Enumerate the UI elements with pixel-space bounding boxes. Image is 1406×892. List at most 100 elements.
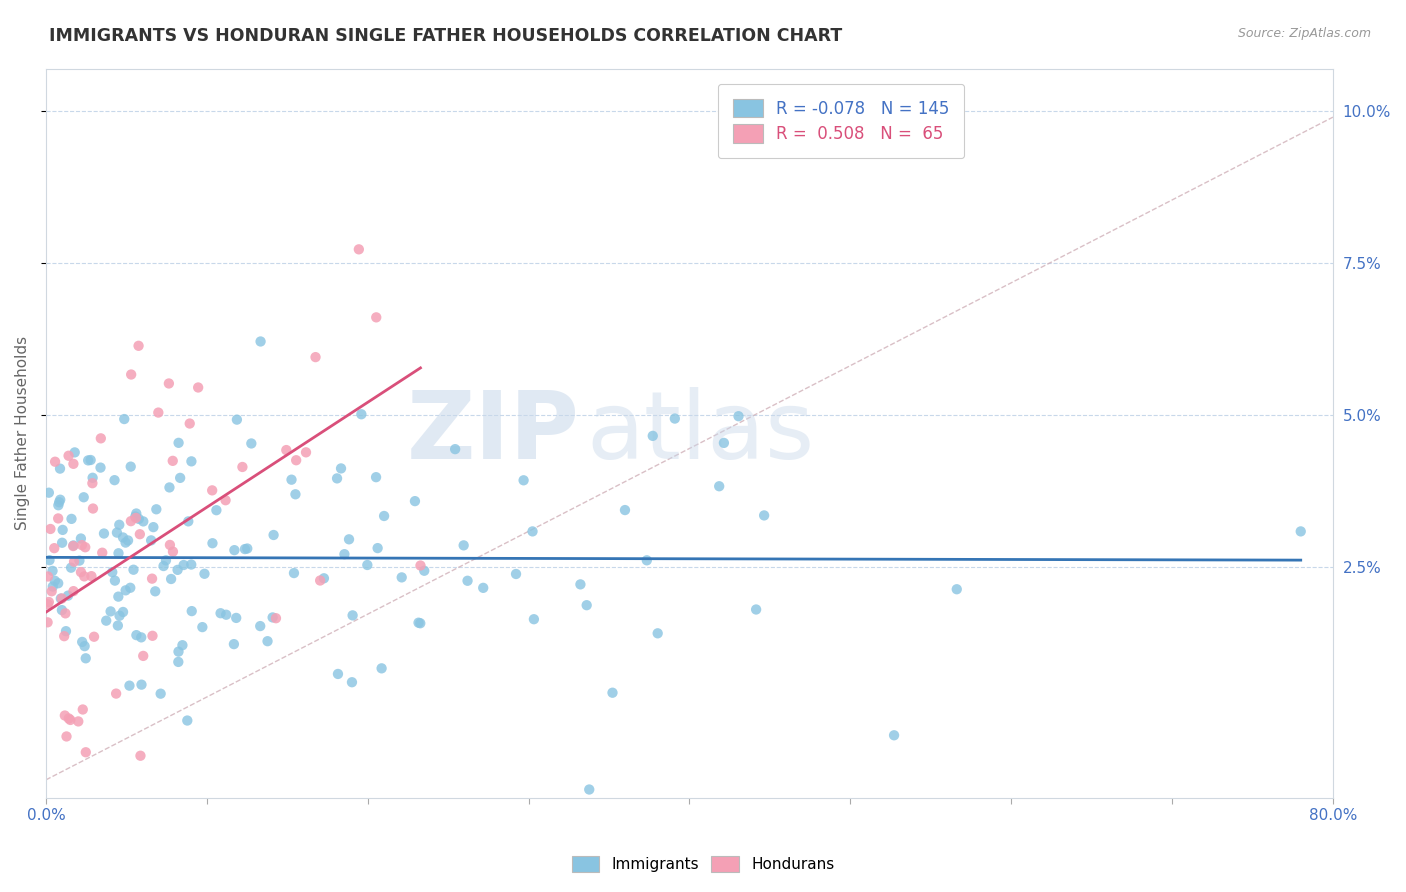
- Point: [96, 614, 118, 628]
- Point: [180, 604, 202, 618]
- Point: [108, 517, 131, 532]
- Point: [263, 528, 285, 542]
- Point: [120, 368, 142, 382]
- Point: [162, 454, 184, 468]
- Point: [262, 610, 284, 624]
- Point: [128, 339, 150, 353]
- Point: [569, 577, 592, 591]
- Point: [107, 618, 129, 632]
- Point: [187, 380, 209, 394]
- Point: [83, 630, 105, 644]
- Point: [73, 569, 96, 583]
- Point: [157, 376, 180, 391]
- Point: [129, 631, 152, 645]
- Point: [224, 543, 246, 558]
- Point: [100, 604, 122, 618]
- Point: [409, 616, 432, 631]
- Point: [713, 436, 735, 450]
- Point: [883, 728, 905, 742]
- Point: [205, 503, 228, 517]
- Point: [128, 527, 150, 541]
- Point: [149, 687, 172, 701]
- Point: [148, 406, 170, 420]
- Point: [180, 454, 202, 468]
- Point: [62, 539, 84, 553]
- Point: [70, 538, 93, 552]
- Point: [342, 608, 364, 623]
- Point: [58, 449, 80, 463]
- Point: [214, 493, 236, 508]
- Point: [337, 533, 360, 547]
- Point: [240, 436, 263, 450]
- Point: [51, 603, 73, 617]
- Point: [575, 598, 598, 612]
- Point: [523, 612, 546, 626]
- Point: [350, 407, 373, 421]
- Point: [167, 435, 190, 450]
- Point: [391, 570, 413, 584]
- Point: [41, 584, 63, 599]
- Point: [75, 745, 97, 759]
- Point: [745, 602, 768, 616]
- Point: [112, 412, 135, 426]
- Point: [139, 533, 162, 548]
- Point: [408, 615, 430, 630]
- Point: [48, 495, 70, 509]
- Point: [505, 566, 527, 581]
- Point: [141, 572, 163, 586]
- Point: [117, 533, 139, 548]
- Point: [264, 611, 287, 625]
- Point: [120, 459, 142, 474]
- Point: [49, 591, 72, 606]
- Point: [70, 635, 93, 649]
- Point: [152, 559, 174, 574]
- Point: [132, 648, 155, 663]
- Point: [122, 563, 145, 577]
- Point: [91, 546, 114, 560]
- Point: [89, 460, 111, 475]
- Point: [51, 591, 73, 606]
- Point: [58, 711, 80, 725]
- Point: [413, 564, 436, 578]
- Point: [125, 511, 148, 525]
- Point: [105, 687, 128, 701]
- Text: ZIP: ZIP: [408, 387, 581, 479]
- Point: [39, 522, 62, 536]
- Point: [364, 470, 387, 484]
- Point: [155, 553, 177, 567]
- Point: [191, 620, 214, 634]
- Point: [107, 590, 129, 604]
- Text: atlas: atlas: [586, 387, 814, 479]
- Point: [356, 558, 378, 572]
- Point: [284, 487, 307, 501]
- Point: [249, 619, 271, 633]
- Point: [62, 457, 84, 471]
- Point: [159, 538, 181, 552]
- Point: [709, 479, 731, 493]
- Point: [145, 502, 167, 516]
- Point: [107, 546, 129, 560]
- Point: [159, 480, 181, 494]
- Point: [172, 638, 194, 652]
- Point: [340, 675, 363, 690]
- Point: [42, 580, 65, 594]
- Point: [75, 651, 97, 665]
- Point: [347, 243, 370, 257]
- Point: [180, 558, 202, 572]
- Point: [177, 514, 200, 528]
- Point: [60, 560, 83, 574]
- Point: [367, 541, 389, 555]
- Point: [37, 597, 59, 611]
- Point: [53, 629, 76, 643]
- Point: [444, 442, 467, 457]
- Point: [49, 461, 72, 475]
- Point: [404, 494, 426, 508]
- Point: [73, 490, 96, 504]
- Point: [56, 589, 79, 603]
- Point: [233, 542, 256, 557]
- Point: [44, 541, 66, 556]
- Point: [37, 615, 59, 630]
- Point: [131, 678, 153, 692]
- Point: [141, 629, 163, 643]
- Point: [129, 748, 152, 763]
